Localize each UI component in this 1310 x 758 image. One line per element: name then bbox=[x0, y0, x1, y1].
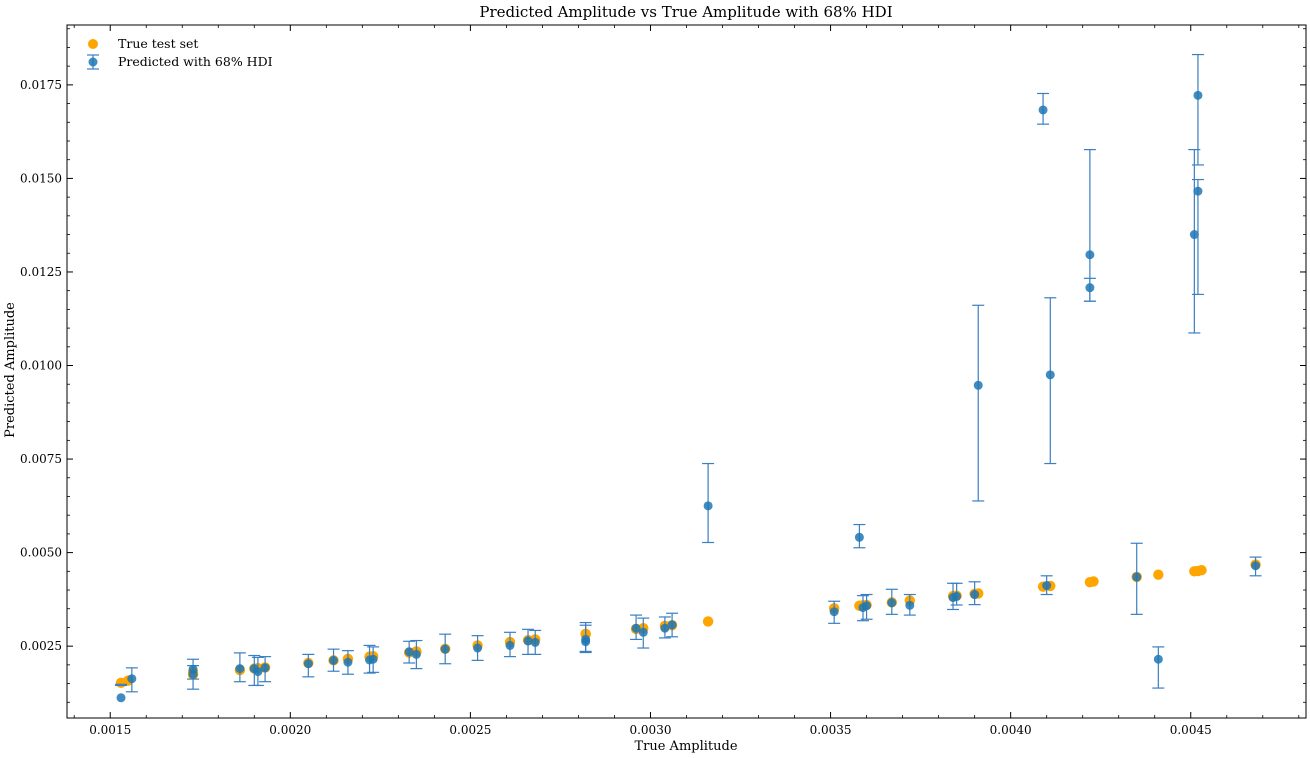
predicted-point bbox=[703, 501, 713, 511]
predicted-point bbox=[1085, 250, 1095, 260]
predicted-point bbox=[581, 637, 591, 647]
x-axis-label: True Amplitude bbox=[634, 739, 737, 754]
predicted-point bbox=[260, 663, 270, 673]
x-tick-label: 0.0030 bbox=[629, 723, 671, 737]
predicted-point bbox=[862, 601, 872, 611]
predicted-point bbox=[523, 636, 533, 646]
predicted-point bbox=[530, 637, 540, 647]
y-tick-label: 0.0175 bbox=[20, 78, 62, 92]
predicted-point bbox=[1153, 654, 1163, 664]
chart-title: Predicted Amplitude vs True Amplitude wi… bbox=[479, 3, 892, 21]
x-tick-label: 0.0015 bbox=[89, 723, 131, 737]
predicted-point bbox=[638, 627, 648, 637]
true-point bbox=[702, 616, 714, 627]
predicted-point bbox=[631, 623, 641, 633]
predicted-point bbox=[368, 654, 378, 664]
predicted-point bbox=[473, 643, 483, 653]
predicted-point bbox=[1045, 370, 1055, 380]
legend-label-true: True test set bbox=[118, 36, 198, 51]
plot-area bbox=[66, 24, 1307, 719]
predicted-point bbox=[411, 649, 421, 659]
y-tick-label: 0.0125 bbox=[20, 265, 62, 279]
predicted-point bbox=[343, 657, 353, 667]
predicted-point bbox=[303, 659, 313, 669]
true-point bbox=[1196, 564, 1207, 576]
y-tick-label: 0.0050 bbox=[20, 546, 62, 560]
predicted-point bbox=[1038, 105, 1048, 115]
predicted-point bbox=[660, 623, 670, 633]
predicted-point bbox=[235, 664, 245, 674]
x-tick-label: 0.0035 bbox=[810, 723, 852, 737]
predicted-point bbox=[1085, 283, 1095, 293]
predicted-point bbox=[1251, 561, 1261, 571]
predicted-point bbox=[1132, 572, 1142, 582]
y-tick-label: 0.0075 bbox=[20, 452, 62, 466]
x-tick-label: 0.0020 bbox=[269, 723, 311, 737]
predicted-point bbox=[329, 655, 339, 665]
legend: True test set Predicted with 68% HDI bbox=[87, 36, 273, 70]
predicted-point bbox=[505, 640, 515, 650]
plot-frame bbox=[66, 24, 1307, 719]
predicted-point bbox=[127, 674, 137, 684]
predicted-point bbox=[440, 644, 450, 654]
true-point bbox=[1088, 576, 1099, 587]
predicted-point bbox=[116, 693, 126, 703]
predicted-point bbox=[1193, 186, 1203, 196]
x-tick-label: 0.0025 bbox=[449, 723, 491, 737]
predicted-point bbox=[1189, 230, 1199, 240]
predicted-point bbox=[854, 532, 864, 542]
predicted-point bbox=[667, 620, 677, 630]
predicted-point bbox=[973, 380, 983, 390]
y-tick-label: 0.0100 bbox=[20, 359, 62, 373]
y-tick-label: 0.0150 bbox=[20, 171, 62, 185]
predicted-point bbox=[188, 664, 198, 674]
predicted-point bbox=[404, 647, 414, 657]
predicted-point bbox=[1042, 581, 1052, 591]
axes: 0.0015 0.0020 0.0025 0.0030 0.0035 0.0040 0.00… bbox=[20, 25, 1306, 737]
x-tick-label: 0.0040 bbox=[990, 723, 1032, 737]
predicted-point bbox=[905, 600, 915, 610]
legend-label-pred: Predicted with 68% HDI bbox=[118, 54, 273, 69]
predicted-point bbox=[1193, 90, 1203, 100]
y-tick-label: 0.0025 bbox=[20, 639, 62, 653]
predicted-point bbox=[952, 591, 962, 601]
predicted-point bbox=[970, 590, 980, 600]
legend-marker-true bbox=[88, 39, 98, 49]
legend-marker-pred bbox=[87, 54, 99, 70]
predicted-point bbox=[887, 598, 897, 608]
predicted-point bbox=[253, 667, 263, 677]
x-tick-label: 0.0045 bbox=[1170, 723, 1212, 737]
true-point bbox=[1153, 569, 1164, 580]
data-marks bbox=[115, 53, 1262, 703]
y-axis-label: Predicted Amplitude bbox=[3, 302, 18, 438]
predicted-point bbox=[829, 607, 839, 617]
